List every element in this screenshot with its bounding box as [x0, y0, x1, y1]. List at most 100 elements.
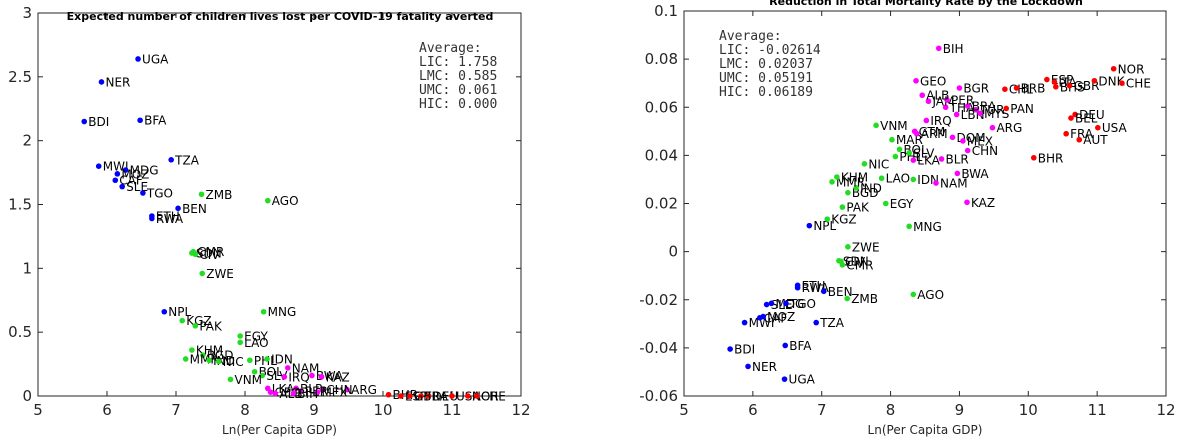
- point-label-mex: MEX: [967, 134, 993, 148]
- data-point-bhr: [385, 391, 392, 398]
- data-point-dom: [949, 134, 956, 141]
- data-point-slv: [906, 150, 912, 156]
- point-label-moz: MOZ: [121, 167, 149, 181]
- point-label-ind: IND: [860, 181, 882, 195]
- data-point-egy: [882, 200, 889, 207]
- data-point-pak: [192, 322, 199, 329]
- point-label-bwa: BWA: [316, 369, 344, 383]
- point-label-aut: AUT: [1083, 133, 1108, 147]
- data-point-moz: [114, 171, 121, 177]
- point-label-kgz: KGZ: [831, 213, 856, 227]
- data-point-mys: [977, 110, 983, 117]
- data-point-bgd: [845, 189, 851, 196]
- point-label-nam: NAM: [940, 177, 968, 191]
- point-label-mex: MEX: [321, 386, 347, 400]
- data-point-alb: [272, 390, 279, 397]
- data-point-vnm: [227, 376, 234, 383]
- point-label-nic: NIC: [223, 355, 244, 369]
- data-point-pan: [1003, 105, 1010, 112]
- data-point-bhs: [1053, 83, 1059, 90]
- data-point-bdi: [727, 346, 733, 352]
- data-point-vnm: [873, 122, 879, 129]
- data-point-arg: [989, 124, 996, 131]
- data-point-bih: [290, 390, 297, 397]
- y-tick-label: -0.04: [639, 339, 678, 357]
- point-label-mdg: MDG: [775, 297, 804, 311]
- data-point-bwa: [954, 170, 961, 177]
- x-tick-label: 9: [309, 401, 319, 419]
- point-label-npl: NPL: [168, 305, 191, 319]
- data-point-zwe: [845, 244, 851, 250]
- data-point-irq: [923, 117, 930, 124]
- point-label-tza: TZA: [819, 316, 845, 330]
- y-tick-label: 3: [22, 4, 32, 22]
- data-point-moz: [760, 313, 766, 320]
- chart-2: 5 6 7 8 9 10 11 12 -0.06 -0.04 -0.02 0 0.02 0.04 0.06 0…: [639, 0, 1175, 437]
- data-point-caf: [112, 177, 119, 184]
- x-tick-label: 12: [1156, 401, 1175, 419]
- data-point-geo: [267, 389, 274, 395]
- x-tick-label: 5: [679, 401, 689, 419]
- data-point-bdi: [81, 118, 88, 125]
- data-point-bol: [896, 146, 903, 153]
- data-point-uga: [781, 376, 788, 382]
- data-point-deu: [1072, 111, 1078, 118]
- data-point-bra: [964, 103, 971, 109]
- data-point-usa: [1095, 124, 1101, 131]
- point-label-fra: FRA: [425, 390, 449, 404]
- point-label-cmr: CMR: [846, 258, 873, 272]
- data-point-mng: [260, 308, 267, 315]
- data-point-arg: [344, 386, 350, 393]
- x-tick-label: 6: [102, 401, 112, 419]
- data-point-bol: [251, 368, 258, 375]
- point-label-nam: NAM: [292, 361, 320, 375]
- data-point-fra: [1063, 130, 1069, 137]
- data-point-geo: [913, 77, 919, 84]
- data-point-mex: [314, 389, 321, 395]
- data-point-ben: [175, 205, 181, 212]
- data-point-mmr: [829, 179, 835, 185]
- point-label-mar: MAR: [896, 133, 923, 147]
- point-label-nor: NOR: [1118, 62, 1145, 76]
- point-label-pak: PAK: [199, 319, 223, 333]
- y-tick-label: 0.06: [645, 98, 678, 116]
- point-label-eth: ETH: [156, 209, 180, 223]
- x-tick-label: 10: [1019, 401, 1038, 419]
- point-label-gbr: GBR: [414, 390, 440, 404]
- data-point-ita: [1051, 79, 1058, 85]
- data-point-ago: [910, 291, 917, 298]
- point-label-civ: CIV: [199, 248, 220, 262]
- point-label-deu: DEU: [1079, 108, 1105, 122]
- data-point-ner: [98, 79, 105, 85]
- data-point-alb: [919, 92, 926, 99]
- data-point-mdg: [122, 167, 129, 173]
- data-point-mdg: [768, 300, 775, 307]
- point-label-uga: UGA: [789, 373, 816, 387]
- point-label-lao: LAO: [886, 172, 910, 186]
- point-label-bel: BEL: [1075, 112, 1098, 126]
- point-label-caf: CAF: [119, 174, 143, 188]
- x-tick-label: 8: [240, 401, 250, 419]
- data-point-khm: [189, 347, 195, 353]
- point-label-uga: UGA: [142, 52, 169, 66]
- data-point-ner: [745, 363, 751, 370]
- point-label-lka: LKA: [917, 154, 940, 168]
- point-label-lao: LAO: [244, 336, 268, 350]
- data-point-ind: [206, 357, 212, 364]
- y-tick-label: -0.06: [639, 387, 678, 405]
- average-heading: Average:: [719, 29, 782, 44]
- data-point-chn: [319, 386, 326, 393]
- data-point-phl: [247, 357, 253, 364]
- data-point-kgz: [824, 216, 831, 222]
- point-label-nor: NOR: [472, 390, 499, 404]
- point-label-tur: TUR: [979, 103, 1004, 117]
- x-tick-label: 11: [1088, 401, 1107, 419]
- point-label-ner: NER: [752, 360, 777, 374]
- data-point-zmb: [198, 191, 205, 198]
- data-point-npl: [806, 222, 813, 229]
- data-point-mar: [889, 136, 895, 143]
- point-label-bih: BIH: [297, 387, 318, 401]
- point-label-caf: CAF: [764, 311, 788, 325]
- x-tick-label: 11: [442, 401, 461, 419]
